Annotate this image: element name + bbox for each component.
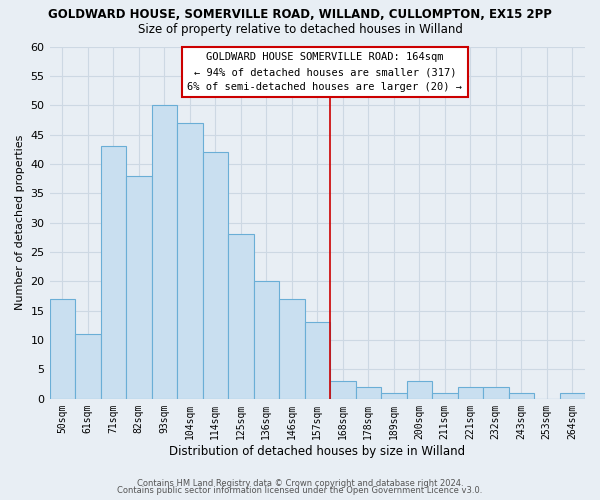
Bar bbox=[177, 123, 203, 399]
Bar bbox=[407, 381, 432, 399]
Y-axis label: Number of detached properties: Number of detached properties bbox=[15, 135, 25, 310]
Bar bbox=[432, 393, 458, 399]
Text: GOLDWARD HOUSE, SOMERVILLE ROAD, WILLAND, CULLOMPTON, EX15 2PP: GOLDWARD HOUSE, SOMERVILLE ROAD, WILLAND… bbox=[48, 8, 552, 20]
Bar bbox=[279, 299, 305, 399]
X-axis label: Distribution of detached houses by size in Willand: Distribution of detached houses by size … bbox=[169, 444, 466, 458]
Text: Size of property relative to detached houses in Willand: Size of property relative to detached ho… bbox=[137, 22, 463, 36]
Bar bbox=[228, 234, 254, 399]
Bar bbox=[126, 176, 152, 399]
Bar bbox=[75, 334, 101, 399]
Bar bbox=[381, 393, 407, 399]
Bar bbox=[254, 282, 279, 399]
Bar bbox=[458, 387, 483, 399]
Bar bbox=[101, 146, 126, 399]
Bar bbox=[50, 299, 75, 399]
Bar bbox=[560, 393, 585, 399]
Bar bbox=[203, 152, 228, 399]
Bar bbox=[330, 381, 356, 399]
Bar bbox=[509, 393, 534, 399]
Text: Contains public sector information licensed under the Open Government Licence v3: Contains public sector information licen… bbox=[118, 486, 482, 495]
Bar bbox=[483, 387, 509, 399]
Text: GOLDWARD HOUSE SOMERVILLE ROAD: 164sqm
← 94% of detached houses are smaller (317: GOLDWARD HOUSE SOMERVILLE ROAD: 164sqm ←… bbox=[187, 52, 463, 92]
Bar bbox=[356, 387, 381, 399]
Bar bbox=[305, 322, 330, 399]
Text: Contains HM Land Registry data © Crown copyright and database right 2024.: Contains HM Land Registry data © Crown c… bbox=[137, 478, 463, 488]
Bar bbox=[152, 105, 177, 399]
